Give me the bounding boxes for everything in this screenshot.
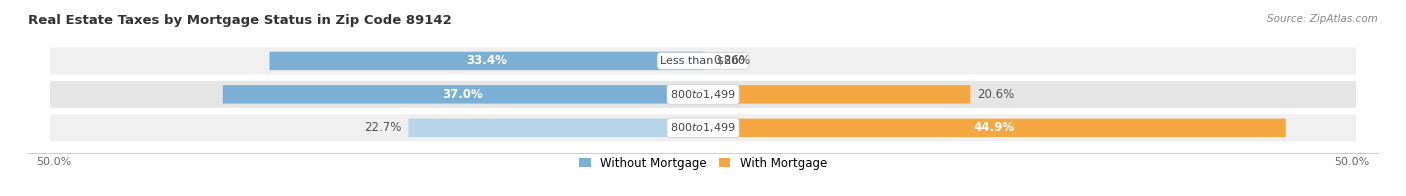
- Text: $800 to $1,499: $800 to $1,499: [671, 121, 735, 134]
- FancyBboxPatch shape: [703, 52, 706, 70]
- FancyBboxPatch shape: [49, 80, 1357, 109]
- Text: Less than $800: Less than $800: [661, 56, 745, 66]
- Text: 37.0%: 37.0%: [443, 88, 484, 101]
- Text: $800 to $1,499: $800 to $1,499: [671, 88, 735, 101]
- Text: 33.4%: 33.4%: [465, 54, 506, 67]
- FancyBboxPatch shape: [703, 119, 1285, 137]
- Text: Source: ZipAtlas.com: Source: ZipAtlas.com: [1267, 14, 1378, 24]
- FancyBboxPatch shape: [703, 85, 970, 103]
- Text: 22.7%: 22.7%: [364, 121, 402, 134]
- FancyBboxPatch shape: [270, 52, 703, 70]
- Legend: Without Mortgage, With Mortgage: Without Mortgage, With Mortgage: [576, 154, 830, 172]
- FancyBboxPatch shape: [222, 85, 703, 103]
- Text: 20.6%: 20.6%: [977, 88, 1014, 101]
- Text: 0.26%: 0.26%: [713, 54, 751, 67]
- Text: Real Estate Taxes by Mortgage Status in Zip Code 89142: Real Estate Taxes by Mortgage Status in …: [28, 14, 451, 27]
- Text: 44.9%: 44.9%: [974, 121, 1015, 134]
- FancyBboxPatch shape: [49, 46, 1357, 75]
- FancyBboxPatch shape: [408, 119, 703, 137]
- FancyBboxPatch shape: [49, 113, 1357, 142]
